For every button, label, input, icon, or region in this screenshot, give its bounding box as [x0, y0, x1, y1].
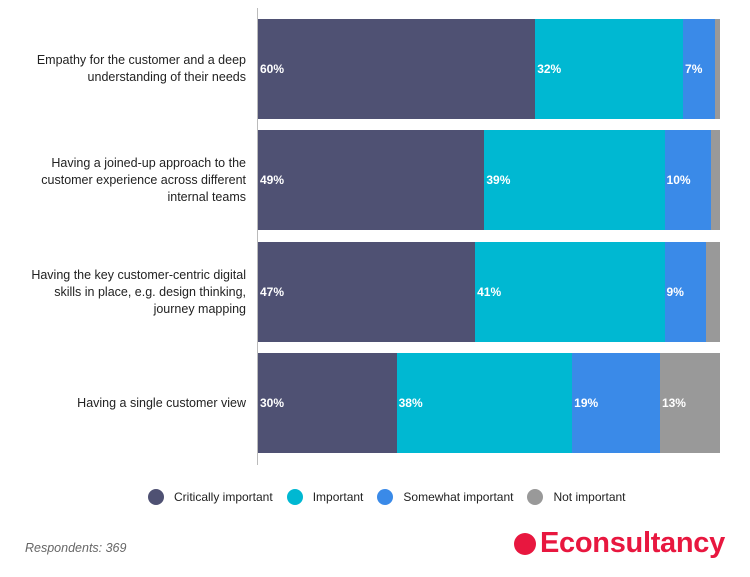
- legend: Critically important Important Somewhat im…: [148, 489, 640, 505]
- category-label-line: Having the key customer-centric digital: [31, 267, 246, 282]
- data-label: 13%: [661, 396, 686, 410]
- category-label-line: Empathy for the customer and a deep: [36, 53, 246, 67]
- category-label-line: internal teams: [167, 189, 246, 204]
- data-label: 38%: [398, 396, 423, 410]
- category-label-line: Having a joined-up approach to the: [51, 155, 246, 170]
- logo-dot-icon: [514, 532, 536, 555]
- data-label: 47%: [260, 285, 285, 299]
- legend-dot-icon: [148, 489, 164, 505]
- legend-label: Somewhat important: [403, 490, 514, 504]
- bar-segment-important: [535, 19, 684, 119]
- category-label-line: understanding of their needs: [87, 70, 246, 84]
- logo-text: Econsultancy: [540, 527, 725, 559]
- data-label: 10%: [666, 173, 691, 187]
- category-label: Empathy for the customer and a deep under…: [0, 19, 246, 119]
- bar-segment-not-important: [659, 353, 720, 453]
- bar-segment-critically-important: [258, 242, 476, 342]
- respondents-note: Respondents: 369: [25, 541, 127, 555]
- data-label: 19%: [574, 396, 599, 410]
- data-label: 49%: [260, 173, 285, 187]
- legend-dot-icon: [527, 489, 544, 505]
- bar-segment-not-important: [710, 130, 720, 230]
- category-label: Having the key customer-centric digital s…: [0, 242, 246, 342]
- data-label: 60%: [260, 62, 285, 76]
- bar-segment-important: [475, 242, 665, 342]
- legend-item: Somewhat important: [377, 489, 513, 505]
- data-label: 41%: [477, 285, 502, 299]
- bar-segment-somewhat-important: [664, 242, 707, 342]
- category-label: Having a single customer view: [0, 353, 246, 453]
- bar-segment-important: [396, 353, 573, 453]
- category-label-line: journey mapping: [153, 301, 246, 316]
- y-axis-line: [257, 8, 258, 465]
- category-label-line: Having a single customer view: [77, 395, 246, 410]
- bar-segment-not-important: [715, 19, 720, 119]
- legend-item: Important: [286, 489, 364, 505]
- legend-label: Critically important: [174, 490, 273, 504]
- data-label: 32%: [537, 62, 562, 76]
- bar-segment-somewhat-important: [664, 130, 711, 230]
- bar-segment-not-important: [706, 242, 720, 342]
- legend-item: Critically important: [148, 489, 273, 505]
- bar-segment-critically-important: [258, 19, 536, 119]
- data-label: 30%: [260, 396, 285, 410]
- category-label: Having a joined-up approach to the custom…: [0, 130, 246, 230]
- bar-segment-important: [484, 130, 665, 230]
- data-label: 7%: [685, 62, 703, 76]
- legend-label: Important: [312, 490, 364, 504]
- data-label: 9%: [666, 285, 684, 299]
- legend-dot-icon: [286, 489, 303, 505]
- bar-segment-somewhat-important: [683, 19, 716, 119]
- legend-dot-icon: [377, 489, 394, 505]
- data-label: 39%: [486, 173, 511, 187]
- legend-item: Not important: [527, 489, 626, 505]
- legend-label: Not important: [553, 490, 626, 504]
- bar-segment-critically-important: [258, 130, 485, 230]
- bar-segment-critically-important: [258, 353, 397, 453]
- category-label-line: skills in place, e.g. design thinking,: [54, 284, 246, 299]
- bar-segment-somewhat-important: [572, 353, 660, 453]
- category-label-line: customer experience across different: [41, 172, 246, 187]
- econsultancy-logo: Econsultancy: [514, 527, 725, 560]
